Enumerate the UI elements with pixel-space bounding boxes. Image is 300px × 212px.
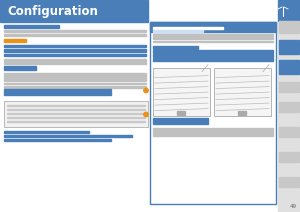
Bar — [153, 58, 273, 61]
Bar — [278, 22, 300, 212]
Bar — [4, 135, 132, 137]
Text: Configuration: Configuration — [7, 4, 98, 18]
Bar — [153, 131, 273, 133]
Bar — [7, 121, 145, 123]
Bar — [153, 27, 223, 29]
Bar — [177, 111, 185, 115]
Bar — [153, 37, 273, 39]
Bar — [153, 46, 198, 49]
Bar — [7, 105, 145, 106]
Bar — [4, 53, 146, 56]
Bar — [4, 49, 146, 52]
Bar — [4, 30, 146, 32]
Bar — [4, 89, 110, 91]
Bar — [238, 111, 246, 115]
Bar — [4, 131, 89, 134]
Bar — [279, 127, 299, 137]
Bar — [4, 83, 146, 85]
Text: 49: 49 — [290, 204, 297, 209]
Bar — [279, 40, 299, 54]
Bar — [4, 25, 59, 28]
Bar — [153, 34, 273, 36]
Bar — [278, 7, 288, 16]
Bar — [153, 30, 203, 32]
Bar — [153, 68, 210, 116]
Bar — [0, 0, 148, 22]
Bar — [4, 62, 146, 64]
Bar — [279, 21, 299, 33]
Bar — [279, 82, 299, 92]
Bar — [4, 92, 110, 95]
Bar — [278, 0, 300, 22]
Bar — [153, 54, 273, 57]
Bar — [4, 59, 146, 60]
Bar — [153, 50, 273, 53]
Bar — [150, 22, 276, 32]
Bar — [7, 117, 145, 119]
Bar — [279, 102, 299, 112]
Bar — [153, 134, 273, 136]
Bar — [4, 76, 146, 78]
Circle shape — [144, 112, 148, 117]
Bar — [4, 102, 148, 127]
Bar — [4, 139, 110, 141]
Bar — [4, 80, 146, 81]
Bar — [279, 152, 299, 162]
Bar — [153, 128, 273, 130]
Bar — [214, 68, 271, 116]
Bar — [279, 60, 299, 74]
Bar — [4, 86, 146, 88]
Bar — [7, 113, 145, 114]
Bar — [153, 41, 273, 42]
Bar — [153, 118, 208, 124]
Bar — [4, 66, 36, 70]
Bar — [4, 73, 146, 75]
Bar — [4, 39, 26, 42]
Bar — [150, 22, 276, 204]
Circle shape — [144, 88, 148, 93]
Bar — [4, 34, 146, 35]
Bar — [7, 109, 145, 110]
Bar — [279, 177, 299, 187]
Bar — [4, 45, 146, 47]
